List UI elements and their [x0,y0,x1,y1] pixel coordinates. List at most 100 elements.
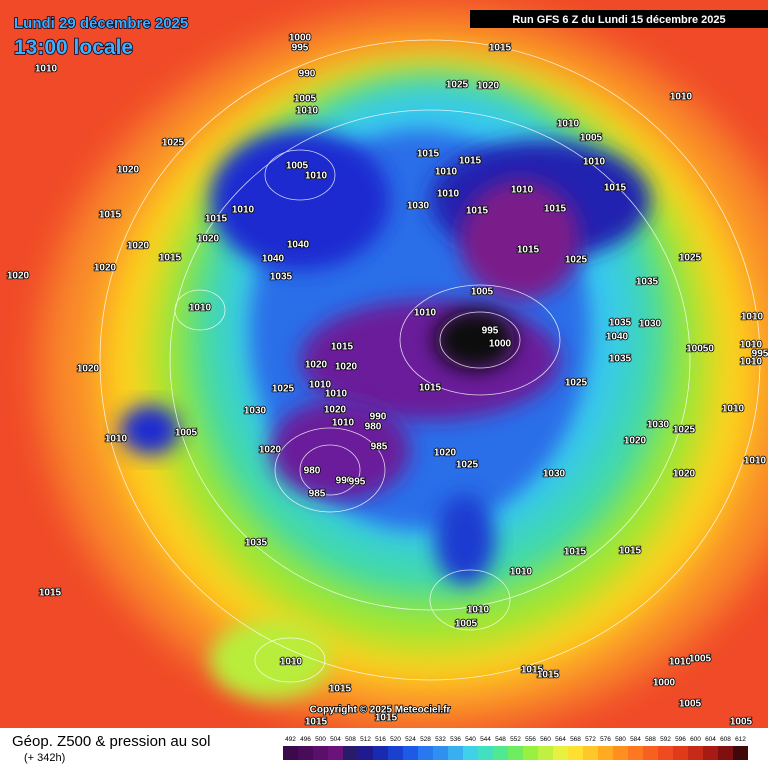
scale-swatch [283,746,298,760]
scale-label: 548 [495,736,506,743]
isobar-label: 1015 [331,342,354,353]
scale-label: 508 [345,736,356,743]
scale-label: 516 [375,736,386,743]
scale-swatch [568,746,583,760]
isobar-label: 1035 [636,277,659,288]
scale-swatch [658,746,673,760]
isobar-label: 1010 [583,157,606,168]
isobar-label: 1015 [305,717,328,728]
isobar-label: 995 [752,349,768,360]
isobar-label: 1005 [471,287,494,298]
isobar-label: 1015 [375,713,398,724]
isobar-label: 1040 [262,254,285,265]
scale-label: 592 [660,736,671,743]
isobar-label: 1025 [446,80,469,91]
isobar-label: 1015 [417,149,440,160]
isobar-label: 995 [482,326,499,337]
isobar-label: 1015 [537,670,560,681]
scale-swatch [598,746,613,760]
scale-swatch [538,746,553,760]
scale-label: 588 [645,736,656,743]
isobar-label: 1020 [477,81,500,92]
isobar-label: 1010 [309,380,332,391]
isobar-label: 1010 [722,404,745,415]
isobar-label: 1015 [205,214,228,225]
isobar-label: 1010 [511,185,534,196]
isobar-label: 1035 [245,538,268,549]
scale-label: 536 [450,736,461,743]
isobar-label: 1010 [670,92,693,103]
isobar-label: 1015 [619,546,642,557]
scale-swatch [403,746,418,760]
scale-swatch [613,746,628,760]
isobar-label: 1015 [459,156,482,167]
isobar-label: 1015 [604,183,627,194]
isobar-label: 1015 [521,665,544,676]
isobar-label: 1010 [232,205,255,216]
scale-swatch [583,746,598,760]
scale-swatch [343,746,358,760]
isobar-label: 985 [371,442,388,453]
isobar-label: 1010 [189,303,212,314]
scale-swatch [388,746,403,760]
scale-label: 496 [300,736,311,743]
isobar-label: 1015 [159,253,182,264]
isobar-label: 1005 [730,717,753,728]
run-info: Run GFS 6 Z du Lundi 15 décembre 2025 [512,14,725,26]
scale-swatch [358,746,373,760]
isobar-label: 995 [292,43,309,54]
scale-label: 612 [735,736,746,743]
footer-title: Géop. Z500 & pression au sol [12,733,210,750]
isobar-label: 990 [336,476,353,487]
scale-label: 520 [390,736,401,743]
scale-swatch [448,746,463,760]
isobar-label: 1015 [329,684,352,695]
scale-label: 580 [615,736,626,743]
scale-label: 608 [720,736,731,743]
isobar-label: 1030 [639,319,662,330]
scale-swatch [703,746,718,760]
isobar-label: 1035 [270,272,293,283]
isobar-label: 1040 [287,240,310,251]
isobar-label: 1010 [510,567,533,578]
isobar-label: 1010 [296,106,319,117]
scale-label: 492 [285,736,296,743]
scale-label: 532 [435,736,446,743]
run-box [470,10,768,28]
scale-label: 600 [690,736,701,743]
scale-label: 552 [510,736,521,743]
color-scale: 492 496 500 504 508 512 516 520 524 528 532 536 540 5… [283,736,748,760]
scale-label: 584 [630,736,641,743]
isobar-label: 1020 [127,241,150,252]
isobar-label: 990 [299,69,316,80]
isobar-label: 1005 [580,133,603,144]
isobar-label: 1000 [653,678,676,689]
isobar-label: 1020 [117,165,140,176]
scale-swatch [523,746,538,760]
scale-swatch [553,746,568,760]
scale-label: 500 [315,736,326,743]
scale-swatch [478,746,493,760]
isobar-label: 1005 [286,161,309,172]
scale-swatch [313,746,328,760]
isobar-label: 1015 [466,206,489,217]
scale-label: 540 [465,736,476,743]
scale-label: 544 [480,736,491,743]
isobar-label: 1025 [162,138,185,149]
scale-label: 528 [420,736,431,743]
isobar-label: 1020 [197,234,220,245]
isobar-label: 985 [309,489,326,500]
isobar-label: 1010 [105,434,128,445]
scale-swatch [673,746,688,760]
isobar-label: 1005 [689,654,712,665]
isobar-label: 1040 [606,332,629,343]
scale-swatch [508,746,523,760]
isobar-label: 1010 [741,312,764,323]
isobar-label: 1010 [557,119,580,130]
isobar-label: 1025 [456,460,479,471]
isobar-label: 1020 [305,360,328,371]
isobar-label: 1015 [39,588,62,599]
isobar-label: 1000 [489,339,512,350]
isobar-label: 1025 [673,425,696,436]
